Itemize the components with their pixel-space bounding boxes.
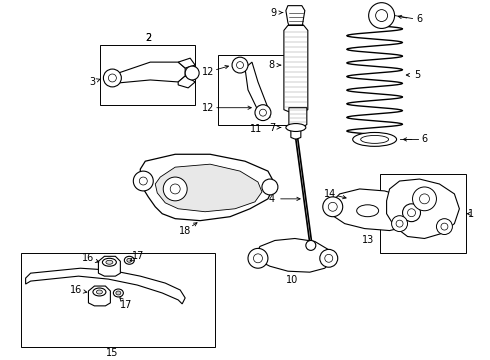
Circle shape <box>413 187 437 211</box>
Polygon shape <box>89 286 110 306</box>
Circle shape <box>255 105 271 121</box>
Text: 12: 12 <box>202 103 214 113</box>
Circle shape <box>306 240 316 250</box>
Circle shape <box>170 184 180 194</box>
Circle shape <box>441 223 448 230</box>
Text: 16: 16 <box>82 253 95 263</box>
Polygon shape <box>119 62 185 83</box>
Circle shape <box>437 219 452 234</box>
Text: 13: 13 <box>362 235 374 246</box>
Polygon shape <box>155 164 262 212</box>
Ellipse shape <box>106 260 113 264</box>
Circle shape <box>403 204 420 222</box>
Ellipse shape <box>286 123 306 131</box>
Text: 6: 6 <box>416 14 422 23</box>
Ellipse shape <box>93 288 106 296</box>
Circle shape <box>368 3 394 28</box>
Text: 14: 14 <box>323 189 336 199</box>
Circle shape <box>320 249 338 267</box>
Bar <box>21 253 215 347</box>
Ellipse shape <box>102 258 116 266</box>
Circle shape <box>103 69 122 87</box>
Bar <box>218 55 295 125</box>
Circle shape <box>396 220 403 227</box>
Text: 6: 6 <box>421 134 428 144</box>
Text: 8: 8 <box>269 60 275 70</box>
Text: 4: 4 <box>269 194 275 204</box>
Polygon shape <box>387 179 460 238</box>
Ellipse shape <box>127 258 132 262</box>
Bar <box>380 174 466 253</box>
Polygon shape <box>140 154 275 221</box>
Circle shape <box>262 179 278 195</box>
Polygon shape <box>255 238 332 272</box>
Text: 5: 5 <box>415 70 420 80</box>
Polygon shape <box>291 127 301 139</box>
Polygon shape <box>178 76 195 88</box>
Text: 18: 18 <box>179 226 191 235</box>
Circle shape <box>323 197 343 217</box>
Ellipse shape <box>113 289 123 297</box>
Ellipse shape <box>116 291 121 295</box>
Circle shape <box>163 177 187 201</box>
Circle shape <box>248 248 268 268</box>
Circle shape <box>185 66 199 80</box>
Circle shape <box>133 171 153 191</box>
Text: 11: 11 <box>250 125 262 135</box>
Polygon shape <box>330 189 415 230</box>
Ellipse shape <box>124 256 134 264</box>
Polygon shape <box>289 108 307 127</box>
Text: 1: 1 <box>468 209 474 219</box>
Ellipse shape <box>97 290 102 294</box>
Polygon shape <box>286 6 305 30</box>
Text: 2: 2 <box>145 33 151 43</box>
Circle shape <box>232 57 248 73</box>
Text: 9: 9 <box>271 8 277 18</box>
Polygon shape <box>245 62 270 118</box>
Circle shape <box>376 10 388 22</box>
Text: 3: 3 <box>89 77 96 87</box>
Bar <box>100 45 195 105</box>
Circle shape <box>260 109 267 116</box>
Polygon shape <box>98 256 121 276</box>
Polygon shape <box>25 268 185 304</box>
Text: 12: 12 <box>202 67 214 77</box>
Circle shape <box>139 177 147 185</box>
Circle shape <box>408 209 416 217</box>
Text: 17: 17 <box>132 251 145 261</box>
Circle shape <box>419 194 429 204</box>
Polygon shape <box>178 58 195 68</box>
Polygon shape <box>284 26 308 114</box>
Text: 15: 15 <box>106 348 119 359</box>
Text: 2: 2 <box>145 33 151 43</box>
Text: 7: 7 <box>269 122 275 132</box>
Ellipse shape <box>353 132 396 147</box>
Circle shape <box>392 216 408 231</box>
Text: 16: 16 <box>71 285 83 295</box>
Ellipse shape <box>357 205 379 217</box>
Text: 10: 10 <box>286 275 298 285</box>
Circle shape <box>237 62 244 68</box>
Circle shape <box>253 254 263 263</box>
Ellipse shape <box>361 135 389 143</box>
Circle shape <box>328 202 337 211</box>
Circle shape <box>325 255 333 262</box>
Circle shape <box>108 74 116 82</box>
Text: 17: 17 <box>120 300 132 310</box>
